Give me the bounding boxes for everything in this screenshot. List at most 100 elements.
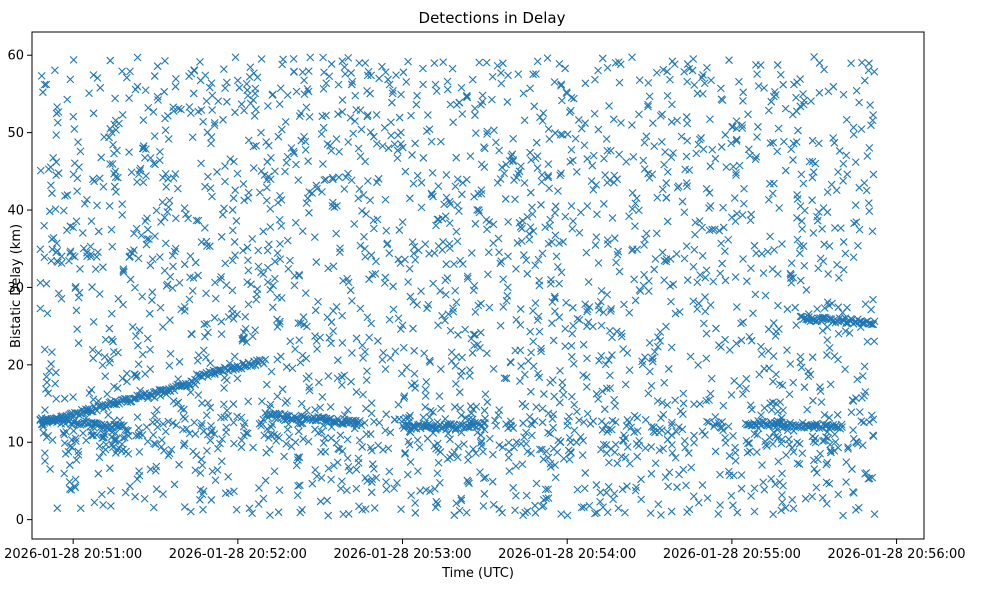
data-point	[658, 185, 667, 194]
y-tick-label: 40	[7, 204, 24, 219]
data-point	[562, 298, 570, 307]
data-point	[529, 227, 538, 236]
data-point	[645, 367, 654, 376]
data-point	[789, 378, 798, 387]
data-point	[235, 83, 244, 92]
data-point	[839, 90, 848, 99]
data-point	[694, 140, 703, 149]
data-point	[202, 353, 210, 362]
data-point	[680, 254, 689, 263]
data-point	[118, 110, 127, 119]
data-point	[262, 380, 271, 389]
data-point	[208, 106, 217, 114]
data-point	[219, 400, 228, 409]
data-point	[541, 485, 550, 494]
data-point	[504, 252, 512, 261]
data-point	[575, 416, 583, 425]
data-point	[731, 448, 740, 457]
data-point	[858, 393, 866, 402]
data-point	[229, 194, 238, 203]
data-point	[788, 495, 797, 504]
data-point	[509, 483, 518, 492]
data-point	[747, 492, 755, 500]
data-point	[329, 262, 338, 271]
data-point	[532, 70, 540, 78]
data-point	[531, 154, 540, 163]
data-point	[858, 58, 866, 67]
data-point	[651, 459, 660, 468]
data-point	[818, 225, 827, 233]
data-point	[663, 167, 672, 176]
data-point	[123, 377, 131, 386]
data-point	[319, 421, 328, 430]
data-point	[778, 498, 787, 507]
data-point	[169, 103, 178, 112]
data-point	[794, 126, 802, 135]
data-point	[583, 322, 591, 331]
data-point	[316, 497, 325, 506]
data-point	[702, 266, 711, 275]
data-point	[323, 140, 332, 148]
data-point	[855, 408, 864, 416]
data-point	[294, 456, 302, 464]
data-point	[682, 179, 691, 187]
data-point	[429, 279, 438, 288]
data-point	[277, 125, 286, 134]
data-point	[810, 52, 818, 61]
data-point	[381, 68, 390, 77]
data-point	[51, 379, 60, 388]
data-point	[831, 438, 840, 446]
data-point	[399, 68, 408, 77]
data-point	[732, 339, 741, 348]
data-point	[89, 318, 98, 326]
data-point	[833, 260, 841, 269]
data-point	[276, 84, 285, 93]
data-point	[243, 243, 252, 252]
data-point	[787, 271, 795, 279]
data-point	[678, 197, 687, 206]
data-point	[343, 486, 351, 495]
data-point	[436, 137, 445, 146]
data-point	[97, 153, 106, 162]
data-point	[617, 452, 626, 461]
data-point	[152, 206, 161, 215]
data-point	[431, 80, 440, 89]
data-point	[758, 461, 766, 469]
data-point	[517, 237, 526, 246]
data-point	[526, 387, 535, 396]
data-point	[263, 158, 272, 166]
data-point	[246, 99, 255, 108]
data-point	[680, 208, 689, 217]
data-point	[251, 89, 260, 98]
data-point	[265, 445, 274, 454]
data-point	[519, 89, 528, 98]
data-point	[284, 265, 293, 273]
data-point	[344, 169, 352, 178]
data-point	[493, 61, 502, 70]
data-point	[371, 269, 380, 278]
data-point	[393, 478, 401, 487]
data-point	[820, 410, 829, 419]
data-point	[270, 430, 279, 439]
data-point	[400, 394, 408, 402]
data-point	[834, 303, 843, 312]
data-point	[180, 204, 189, 213]
data-point	[623, 415, 632, 424]
data-point	[94, 248, 102, 257]
data-point	[700, 79, 709, 88]
data-point	[254, 500, 263, 509]
data-point	[664, 482, 673, 491]
data-point	[217, 232, 226, 241]
data-point	[502, 420, 510, 428]
data-point	[499, 303, 508, 311]
data-point	[778, 469, 786, 478]
data-point	[221, 162, 229, 170]
data-point	[271, 257, 279, 266]
data-point	[608, 351, 616, 359]
data-point	[485, 434, 494, 443]
data-point	[306, 53, 315, 62]
data-point	[605, 102, 613, 110]
data-point	[257, 55, 266, 63]
data-point	[732, 135, 741, 144]
data-point	[693, 305, 702, 313]
